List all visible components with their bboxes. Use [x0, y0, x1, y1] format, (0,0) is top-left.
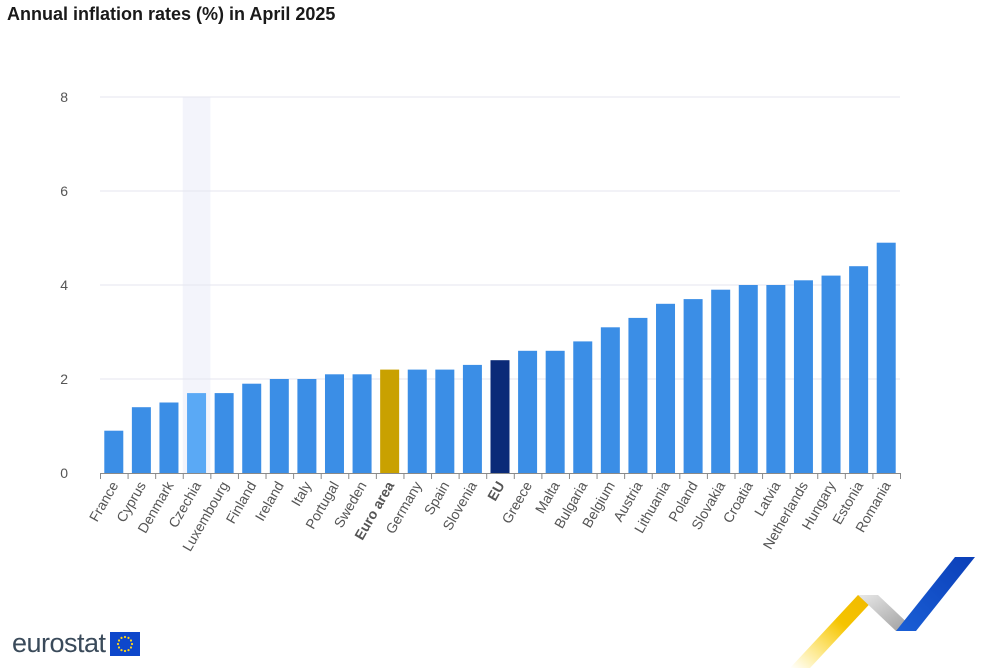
bar-france[interactable]: [104, 430, 124, 473]
y-axis-ticks: 0 2 4 6 8: [60, 89, 68, 481]
x-tick-label: EU: [484, 479, 508, 504]
y-tick-label: 2: [60, 371, 68, 387]
bar-portugal[interactable]: [324, 374, 344, 473]
bar-greece[interactable]: [518, 350, 538, 473]
bar-ireland[interactable]: [269, 379, 289, 473]
bar-luxembourg[interactable]: [214, 393, 234, 473]
bar-belgium[interactable]: [600, 327, 620, 473]
bar-bulgaria[interactable]: [573, 341, 593, 473]
bar-malta[interactable]: [545, 350, 565, 473]
bar-hungary[interactable]: [821, 275, 841, 473]
bar-euro-area[interactable]: [380, 369, 400, 473]
y-tick-label: 8: [60, 89, 68, 105]
bar-czechia[interactable]: [187, 393, 207, 473]
bar-germany[interactable]: [407, 369, 427, 473]
bars: [104, 242, 896, 474]
x-tick-label: Italy: [288, 479, 315, 509]
decorative-swoosh: [790, 557, 975, 668]
bar-croatia[interactable]: [738, 285, 758, 473]
bar-spain[interactable]: [435, 369, 455, 473]
bar-romania[interactable]: [876, 242, 896, 473]
bar-poland[interactable]: [683, 299, 703, 473]
bar-estonia[interactable]: [849, 266, 869, 473]
bar-slovenia[interactable]: [462, 364, 482, 473]
eu-flag-icon: [109, 631, 140, 656]
bar-netherlands[interactable]: [793, 280, 813, 473]
bar-eu[interactable]: [490, 360, 510, 473]
bar-latvia[interactable]: [766, 285, 786, 473]
chart-title: Annual inflation rates (%) in April 2025: [7, 4, 336, 24]
brand-name: eurostat: [12, 628, 106, 658]
x-axis: [100, 473, 901, 479]
y-tick-label: 4: [60, 277, 68, 293]
bar-sweden[interactable]: [352, 374, 372, 473]
x-axis-labels: FranceCyprusDenmarkCzechiaLuxembourgFinl…: [86, 478, 894, 554]
bar-slovakia[interactable]: [711, 289, 731, 473]
bar-cyprus[interactable]: [131, 407, 151, 473]
eurostat-logo: eurostat: [12, 628, 140, 659]
bar-austria[interactable]: [628, 317, 648, 473]
bar-denmark[interactable]: [159, 402, 179, 474]
bar-italy[interactable]: [297, 379, 317, 473]
y-tick-label: 0: [60, 465, 68, 481]
bar-lithuania[interactable]: [656, 303, 676, 473]
y-tick-label: 6: [60, 183, 68, 199]
bar-finland[interactable]: [242, 383, 262, 473]
